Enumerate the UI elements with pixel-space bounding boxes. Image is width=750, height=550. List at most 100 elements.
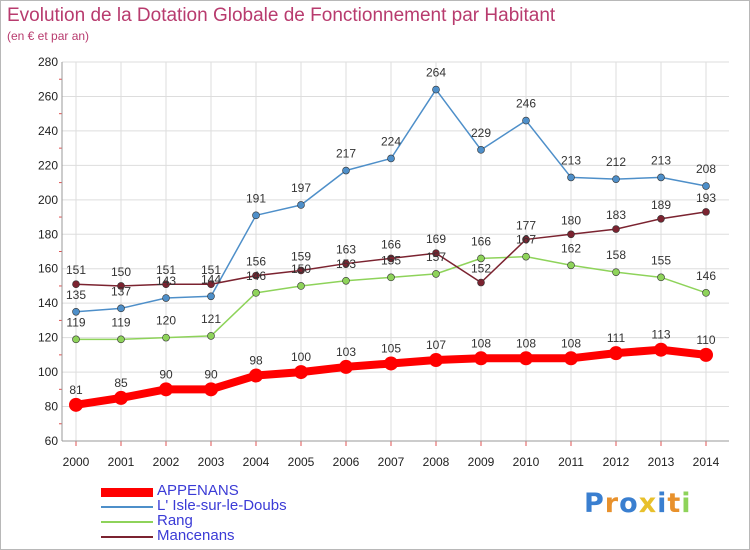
x-tick-label: 2007 bbox=[378, 455, 405, 469]
data-point bbox=[114, 390, 128, 405]
data-point bbox=[207, 292, 215, 301]
data-point bbox=[474, 351, 488, 366]
y-tick-label: 60 bbox=[45, 434, 59, 448]
data-point bbox=[522, 116, 530, 125]
data-point bbox=[342, 276, 350, 285]
logo-letter: P bbox=[584, 488, 605, 519]
data-label: 120 bbox=[156, 314, 176, 328]
data-point bbox=[477, 254, 485, 263]
y-tick-label: 140 bbox=[38, 296, 58, 310]
data-label: 183 bbox=[606, 208, 626, 222]
x-tick-label: 2010 bbox=[513, 455, 540, 469]
x-tick-label: 2005 bbox=[288, 455, 315, 469]
data-point bbox=[72, 307, 80, 316]
legend-swatch bbox=[101, 521, 153, 523]
data-label: 177 bbox=[516, 218, 536, 232]
data-label: 103 bbox=[336, 345, 356, 359]
legend-label: APPENANS bbox=[157, 482, 239, 499]
data-point bbox=[522, 252, 530, 261]
y-tick-label: 100 bbox=[38, 365, 58, 379]
data-point bbox=[702, 182, 710, 190]
data-point bbox=[519, 351, 533, 366]
data-label: 108 bbox=[516, 336, 536, 350]
x-tick-label: 2009 bbox=[468, 455, 495, 469]
data-label: 119 bbox=[66, 315, 85, 329]
data-point bbox=[294, 365, 308, 380]
x-tick-label: 2002 bbox=[153, 455, 180, 469]
data-point bbox=[477, 146, 485, 154]
data-label: 81 bbox=[69, 383, 83, 397]
data-label: 146 bbox=[246, 269, 266, 283]
data-label: 191 bbox=[246, 191, 266, 205]
data-point bbox=[567, 230, 575, 239]
data-label: 155 bbox=[651, 253, 671, 267]
data-point bbox=[432, 270, 440, 278]
legend-swatch bbox=[101, 487, 153, 497]
data-point bbox=[387, 154, 395, 163]
data-point bbox=[162, 294, 170, 302]
y-tick-label: 240 bbox=[38, 124, 58, 138]
data-label: 166 bbox=[471, 234, 491, 248]
chart-title: Evolution de la Dotation Globale de Fonc… bbox=[7, 5, 556, 26]
data-label: 110 bbox=[696, 333, 715, 347]
data-label: 151 bbox=[156, 263, 176, 277]
data-label: 143 bbox=[156, 274, 176, 288]
data-point bbox=[252, 271, 260, 280]
data-label: 264 bbox=[426, 66, 446, 80]
data-point bbox=[522, 235, 530, 244]
data-point bbox=[69, 397, 83, 412]
x-tick-label: 2013 bbox=[648, 455, 675, 469]
data-point bbox=[387, 254, 395, 263]
data-label: 162 bbox=[561, 241, 581, 255]
data-point bbox=[612, 225, 620, 233]
data-label: 146 bbox=[696, 269, 716, 283]
data-point bbox=[342, 259, 350, 268]
data-point bbox=[657, 173, 665, 182]
y-tick-label: 260 bbox=[38, 89, 58, 103]
data-point bbox=[564, 351, 578, 366]
data-point bbox=[162, 280, 170, 289]
legend-label: Rang bbox=[157, 512, 193, 529]
logo-letter: o bbox=[619, 488, 639, 519]
y-tick-label: 220 bbox=[38, 158, 58, 172]
data-label: 167 bbox=[516, 233, 536, 247]
data-label: 213 bbox=[561, 153, 581, 167]
x-tick-label: 2008 bbox=[423, 455, 450, 469]
data-label: 157 bbox=[426, 250, 446, 264]
legend-swatch bbox=[101, 506, 153, 508]
x-tick-label: 2011 bbox=[558, 455, 584, 469]
data-label: 159 bbox=[291, 249, 311, 263]
data-label: 108 bbox=[561, 336, 581, 350]
data-label: 151 bbox=[201, 263, 221, 277]
legend-label: L' Isle-sur-le-Doubs bbox=[157, 497, 287, 514]
data-point bbox=[702, 208, 710, 216]
logo-letter: x bbox=[638, 488, 658, 519]
data-label: 144 bbox=[201, 272, 221, 286]
data-point bbox=[702, 289, 710, 297]
x-tick-label: 2000 bbox=[63, 455, 90, 469]
data-label: 213 bbox=[651, 153, 671, 167]
data-label: 113 bbox=[651, 328, 670, 342]
data-label: 155 bbox=[381, 253, 401, 267]
legend-swatch bbox=[101, 536, 153, 538]
data-label: 169 bbox=[426, 232, 446, 246]
y-tick-label: 280 bbox=[38, 55, 58, 69]
data-label: 208 bbox=[696, 162, 716, 176]
data-point bbox=[477, 278, 485, 287]
y-tick-label: 200 bbox=[38, 193, 58, 207]
data-point bbox=[432, 85, 440, 94]
data-point bbox=[699, 347, 713, 362]
series-group bbox=[69, 85, 713, 412]
logo-letter: r bbox=[604, 488, 620, 519]
data-label: 151 bbox=[66, 263, 86, 277]
data-label: 212 bbox=[606, 155, 626, 169]
x-tick-label: 2003 bbox=[198, 455, 225, 469]
data-label: 197 bbox=[291, 181, 311, 195]
y-tick-label: 180 bbox=[38, 227, 58, 241]
axes: 60 80 100 120 140 160 180 200 220 240 260 280 2000 20… bbox=[38, 55, 729, 469]
data-point bbox=[387, 273, 395, 282]
data-point bbox=[342, 166, 350, 175]
data-label: 137 bbox=[111, 284, 131, 298]
data-point bbox=[117, 304, 125, 313]
